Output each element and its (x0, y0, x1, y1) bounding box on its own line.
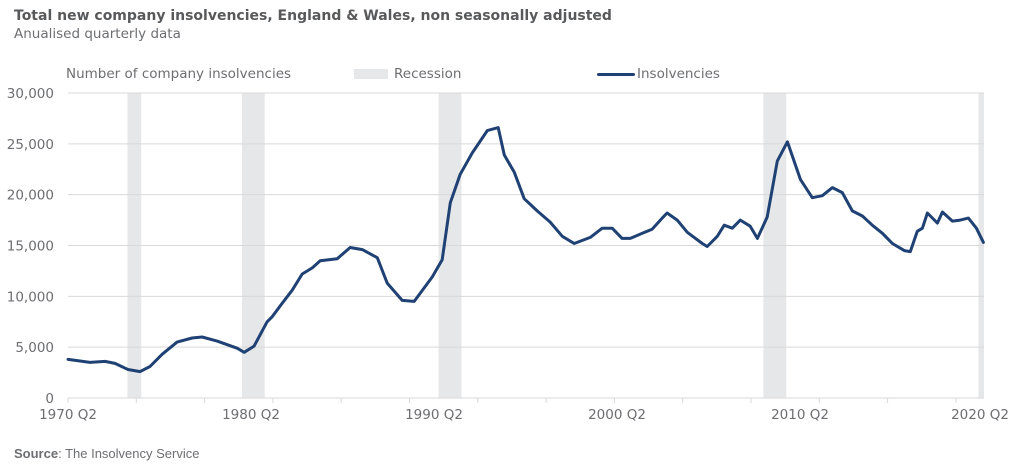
chart-subtitle: Anualised quarterly data (14, 26, 181, 42)
grid-lines (68, 92, 984, 399)
y-axis-label: Number of company insolvencies (66, 66, 292, 82)
x-tick-label: 1990 Q2 (405, 407, 463, 423)
source-label: Source (14, 446, 59, 461)
y-tick-label: 10,000 (7, 289, 54, 305)
y-tick-label: 25,000 (7, 137, 54, 153)
x-axis: 1970 Q2 1980 Q2 1990 Q2 2000 Q2 2010 Q2 2020 … (39, 398, 1009, 423)
y-tick-label: 20,000 (7, 188, 54, 204)
x-tick-label: 2010 Q2 (771, 407, 829, 423)
y-tick-label: 0 (45, 391, 54, 407)
y-axis: 0 5,000 10,000 15,000 20,000 25,000 30,000 (7, 86, 54, 407)
legend-item-recession: Recession (354, 66, 461, 82)
source-note: Source: The Insolvency Service (14, 446, 199, 461)
source-text: : The Insolvency Service (58, 446, 200, 461)
x-tick-label: 1970 Q2 (39, 407, 97, 423)
x-tick-label: 2020 Q2 (951, 407, 1009, 423)
legend-label-insolvencies: Insolvencies (637, 66, 720, 82)
insolvencies-line (66, 126, 985, 374)
x-tick-label: 1980 Q2 (222, 407, 280, 423)
legend-label-recession: Recession (394, 66, 462, 82)
chart-title: Total new company insolvencies, England … (14, 8, 612, 24)
legend-item-insolvencies: Insolvencies (597, 66, 720, 82)
series-insolvencies (66, 126, 985, 374)
y-tick-label: 15,000 (7, 239, 54, 255)
y-tick-label: 5,000 (15, 340, 54, 356)
line-swatch-icon (597, 72, 635, 76)
x-tick-label: 2000 Q2 (588, 407, 646, 423)
recession-swatch-icon (354, 69, 388, 79)
y-tick-label: 30,000 (7, 86, 54, 102)
